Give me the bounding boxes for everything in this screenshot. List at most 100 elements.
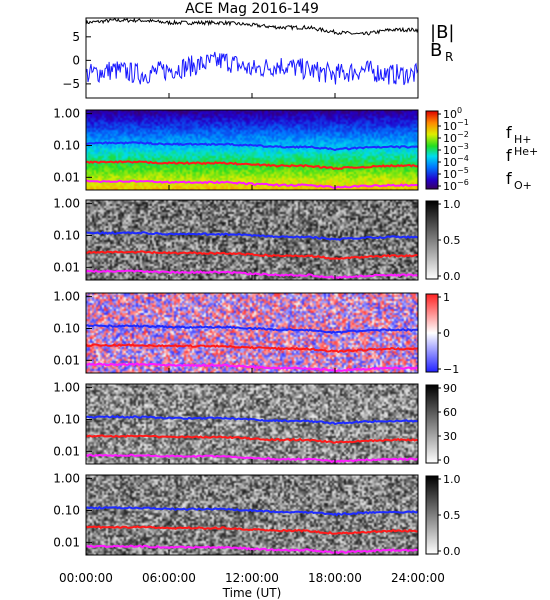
colorbar-tick-exponent: −3 xyxy=(457,142,469,151)
colorbar-tick-label: 1 xyxy=(443,291,450,304)
legend-f-o-plus-sub: O+ xyxy=(514,179,532,192)
colorbar-tick-exponent: 0 xyxy=(457,106,462,115)
colorbar-tick-label: 0.0 xyxy=(443,270,461,283)
colorbar: 1.00.50.0% Polarization xyxy=(425,198,461,283)
kdotb-panel: 1.000.100.01f(Hz)9060300k dot B(Deg) xyxy=(53,381,457,467)
spectrogram-image xyxy=(86,384,418,464)
y-tick-label: 0.01 xyxy=(53,535,80,549)
colorbar-tick-label: 0.0 xyxy=(443,545,461,558)
legend-f-h-plus-sub: H+ xyxy=(514,133,532,146)
x-axis-label: Time (UT) xyxy=(222,586,282,600)
colorbar-tick-label: 0 xyxy=(443,454,450,467)
colorbar-tick-label: 10 xyxy=(443,144,457,157)
legend-b-magnitude: |B| xyxy=(430,22,454,43)
series-line-b-magnitude xyxy=(85,17,419,36)
y-tick-label: 0.10 xyxy=(53,228,80,242)
cyclotron-line-o-plus xyxy=(85,453,419,464)
frequency-legend: f H+f He+f O+ xyxy=(506,123,538,192)
y-tick-label: 1.00 xyxy=(53,107,80,121)
colorbar-tick-label: 60 xyxy=(443,406,457,419)
series-line-b-r xyxy=(85,51,419,86)
colorbar-tick-exponent: −1 xyxy=(457,118,469,127)
colorbar-tick-exponent: −2 xyxy=(457,130,469,139)
y-tick-label: 0.01 xyxy=(53,444,80,458)
cyclotron-line-h-plus xyxy=(85,324,418,335)
colorbar-tick-exponent: −6 xyxy=(457,178,469,187)
colorbar-tick-label: 10 xyxy=(443,156,457,169)
colorbar-tick-label: 1.0 xyxy=(443,198,461,211)
colorbar-tick-exponent: −4 xyxy=(457,154,469,163)
legend-f-he-plus: f xyxy=(506,146,512,165)
legend-f-o-plus: f xyxy=(506,169,512,188)
colorbar-scale xyxy=(425,110,439,190)
colorbar: 9060300k dot B(Deg) xyxy=(425,382,457,467)
x-tick-label: 18:00:00 xyxy=(308,571,362,585)
colorbar-tick-label: 1.0 xyxy=(443,473,461,486)
cyclotron-line-he-plus xyxy=(85,343,419,354)
y-tick-label: 1.00 xyxy=(53,197,80,211)
y-tick-label: 0.01 xyxy=(53,353,80,367)
spectrogram-image xyxy=(86,110,418,190)
y-tick-label: 5 xyxy=(72,30,80,44)
cyclotron-line-he-plus xyxy=(85,160,419,171)
colorbar-tick-label: 0.5 xyxy=(443,509,461,522)
cyclotron-line-he-plus xyxy=(85,525,419,535)
colorbar: 1.00.50.0Coherency xyxy=(425,473,461,558)
colorbar-tick-label: 90 xyxy=(443,382,457,395)
y-tick-label: 0.01 xyxy=(53,170,80,184)
colorbar-tick-label: 30 xyxy=(443,430,457,443)
spectrogram-image xyxy=(86,293,418,373)
cyclotron-line-h-plus xyxy=(85,415,419,426)
cyclotron-line-h-plus xyxy=(85,231,419,242)
legend-f-h-plus: f xyxy=(506,123,512,142)
y-tick-label: −5 xyxy=(62,77,80,91)
cyclotron-line-o-plus xyxy=(85,362,419,373)
colorbar: 10010−110−210−310−410−510−6Intensity(nT2… xyxy=(425,106,469,193)
y-tick-label: 0.01 xyxy=(53,260,80,274)
cyclotron-line-o-plus xyxy=(86,179,419,190)
colorbar-scale xyxy=(425,475,439,555)
colorbar-scale xyxy=(425,200,439,280)
panels: 50−5B(nT)|B|BR1.000.100.01f(Hz)10010−110… xyxy=(53,17,538,558)
colorbar-tick-label: −1 xyxy=(443,363,459,376)
colorbar: 10−1Ellipticity xyxy=(425,291,459,376)
polarization-panel: 1.000.100.01f(Hz)1.00.50.0% Polarization xyxy=(53,197,460,283)
cyclotron-line-o-plus xyxy=(85,544,419,555)
figure-title: ACE Mag 2016-149 xyxy=(185,1,319,17)
y-tick-label: 0 xyxy=(72,53,80,67)
x-tick-label: 12:00:00 xyxy=(225,571,279,585)
legend-b-r-subscript: R xyxy=(445,50,453,64)
legend-b-r: B xyxy=(430,40,442,61)
y-tick-label: 0.10 xyxy=(53,138,80,152)
spectrogram-image xyxy=(86,200,418,280)
colorbar-tick-label: 10 xyxy=(443,180,457,193)
colorbar-tick-label: 10 xyxy=(443,120,457,133)
cyclotron-line-he-plus xyxy=(85,250,418,260)
x-tick-label: 24:00:00 xyxy=(391,571,445,585)
x-tick-label: 00:00:00 xyxy=(59,571,113,585)
intensity-panel: 1.000.100.01f(Hz)10010−110−210−310−410−5… xyxy=(53,106,538,193)
y-tick-label: 0.10 xyxy=(53,321,80,335)
cyclotron-line-h-plus xyxy=(85,141,419,152)
y-tick-label: 0.10 xyxy=(53,412,80,426)
cyclotron-line-he-plus xyxy=(85,434,419,444)
y-tick-label: 1.00 xyxy=(53,290,80,304)
colorbar-tick-label: 10 xyxy=(443,132,457,145)
b-legend: |B|B R xyxy=(430,22,454,64)
plot-frame xyxy=(85,17,419,99)
colorbar-tick-label: 0 xyxy=(443,327,450,340)
colorbar-scale xyxy=(425,384,439,464)
cyclotron-line-h-plus xyxy=(85,505,419,517)
colorbar-tick-label: 10 xyxy=(443,108,457,121)
coherency-panel: 1.000.100.01f(Hz)1.00.50.0Coherency xyxy=(53,472,460,558)
colorbar-tick-label: 10 xyxy=(443,168,457,181)
y-tick-label: 0.10 xyxy=(53,503,80,517)
colorbar-tick-exponent: −5 xyxy=(457,166,469,175)
legend-f-he-plus-sup: He+ xyxy=(514,145,538,158)
x-tick-label: 06:00:00 xyxy=(142,571,196,585)
cyclotron-line-o-plus xyxy=(85,269,419,279)
colorbar-scale xyxy=(425,293,439,373)
spectrogram-image xyxy=(86,475,418,555)
y-tick-label: 1.00 xyxy=(53,381,80,395)
